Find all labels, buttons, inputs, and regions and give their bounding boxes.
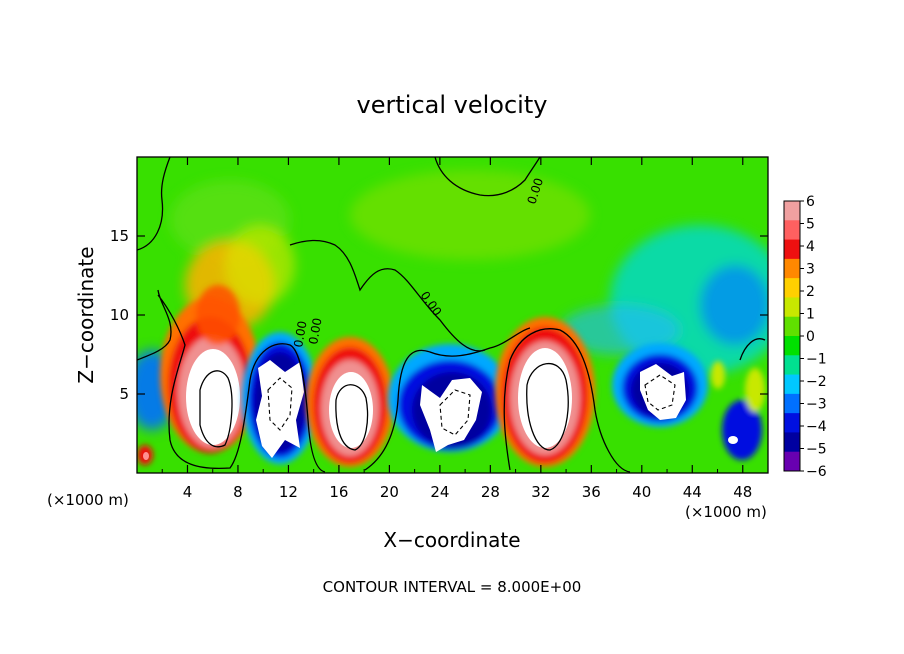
x-tick-label: 8 bbox=[233, 483, 243, 501]
zero-contour-left bbox=[137, 157, 171, 251]
downdraft-1-dashed-contour bbox=[267, 377, 293, 431]
colorbar-swatch bbox=[784, 413, 800, 433]
zero-contour-top bbox=[434, 157, 541, 197]
x-tick-label: 20 bbox=[380, 483, 399, 501]
field-patch-upper-yellowgreen bbox=[350, 170, 590, 260]
colorbar-ticks: 6 5 4 3 2 1 0 −1 −2 −3 −4 −5 −6 bbox=[800, 194, 827, 480]
x-tick-label: 12 bbox=[279, 483, 298, 501]
updraft-2-inner-contour bbox=[335, 384, 369, 451]
colorbar-tick-label: −4 bbox=[806, 419, 827, 435]
x-unit-label: (×1000 m) bbox=[47, 491, 129, 509]
x-tick-label: 16 bbox=[329, 483, 348, 501]
z-axis: 5 10 15 bbox=[110, 227, 768, 403]
x-tick-label: 48 bbox=[733, 483, 752, 501]
colorbar-tick-label: −2 bbox=[806, 374, 827, 390]
field-patch-right-blue bbox=[700, 265, 768, 345]
colorbar bbox=[783, 200, 801, 472]
chart-title: vertical velocity bbox=[357, 91, 548, 119]
colorbar-swatch bbox=[784, 432, 800, 453]
x-tick-label: 24 bbox=[430, 483, 449, 501]
colorbar-tick-label: −3 bbox=[806, 397, 827, 413]
zero-contour-upper-middle bbox=[289, 239, 486, 352]
contour-interval-note: CONTOUR INTERVAL = 8.000E+00 bbox=[323, 578, 582, 596]
contour-label: 0.00 bbox=[291, 320, 309, 349]
x-tick-label: 32 bbox=[531, 483, 550, 501]
colorbar-swatch bbox=[784, 278, 800, 298]
x-axis-label: X−coordinate bbox=[383, 528, 520, 552]
lower-left-core bbox=[143, 452, 149, 460]
downdraft-3-core bbox=[640, 364, 686, 420]
updraft-1-inner-contour bbox=[199, 370, 233, 448]
x-tick-label: 28 bbox=[481, 483, 500, 501]
x-tick-label: 4 bbox=[183, 483, 193, 501]
colorbar-tick-label: 3 bbox=[806, 262, 815, 278]
colorbar-tick-label: 4 bbox=[806, 239, 815, 255]
colorbar-swatch bbox=[784, 374, 800, 395]
downdraft-2-dashed-contour bbox=[439, 389, 471, 436]
zero-contour-bottom-right bbox=[739, 338, 766, 361]
colorbar-tick-label: 1 bbox=[806, 307, 815, 323]
downdraft-1-core bbox=[256, 360, 304, 458]
field-patch-yellow-plume bbox=[225, 225, 295, 305]
lower-right-blue-cell bbox=[722, 400, 762, 460]
field-patch-mid-blue bbox=[560, 305, 680, 355]
z-tick-label: 10 bbox=[110, 306, 129, 324]
lower-right-yellow-cell bbox=[745, 368, 765, 412]
colorbar-swatch bbox=[784, 316, 800, 337]
x-tick-label: 44 bbox=[683, 483, 702, 501]
colorbar-tick-label: 0 bbox=[806, 329, 815, 345]
colorbar-swatch bbox=[784, 201, 800, 221]
lower-right-green-cell bbox=[711, 361, 725, 389]
velocity-field bbox=[137, 157, 768, 473]
z-axis-label: Z−coordinate bbox=[74, 246, 98, 383]
colorbar-swatch bbox=[784, 451, 800, 472]
downdraft-2-core bbox=[420, 378, 482, 452]
updraft-3-inner-contour bbox=[526, 362, 569, 451]
x-axis: 4 8 12 16 20 24 28 32 36 40 44 48 bbox=[161, 157, 752, 501]
colorbar-tick-label: 5 bbox=[806, 217, 815, 233]
colorbar-tick-label: −5 bbox=[806, 442, 827, 458]
colorbar-swatch bbox=[784, 393, 800, 414]
colorbar-swatch bbox=[784, 258, 800, 279]
zero-contour-middle bbox=[364, 327, 531, 471]
downdraft-3-dashed-contour bbox=[644, 374, 676, 411]
colorbar-swatch bbox=[784, 239, 800, 260]
z-tick-label: 5 bbox=[119, 385, 129, 403]
updraft-1-plume bbox=[196, 285, 240, 345]
z-unit-label: (×1000 m) bbox=[685, 503, 767, 521]
zero-contour-lower-left bbox=[137, 289, 326, 473]
colorbar-swatch bbox=[784, 355, 800, 376]
downdraft-4-core bbox=[728, 436, 738, 444]
colorbar-tick-label: −1 bbox=[806, 352, 827, 368]
x-tick-label: 40 bbox=[632, 483, 651, 501]
colorbar-tick-label: −6 bbox=[806, 464, 827, 480]
contour-label: 0.00 bbox=[306, 317, 324, 346]
zero-contour-right bbox=[503, 328, 631, 473]
colorbar-swatch bbox=[784, 297, 800, 318]
colorbar-swatch bbox=[784, 220, 800, 241]
z-tick-label: 15 bbox=[110, 227, 129, 245]
colorbar-tick-label: 6 bbox=[806, 194, 815, 210]
colorbar-tick-label: 2 bbox=[806, 284, 815, 300]
x-tick-label: 36 bbox=[582, 483, 601, 501]
colorbar-swatch bbox=[784, 336, 800, 356]
